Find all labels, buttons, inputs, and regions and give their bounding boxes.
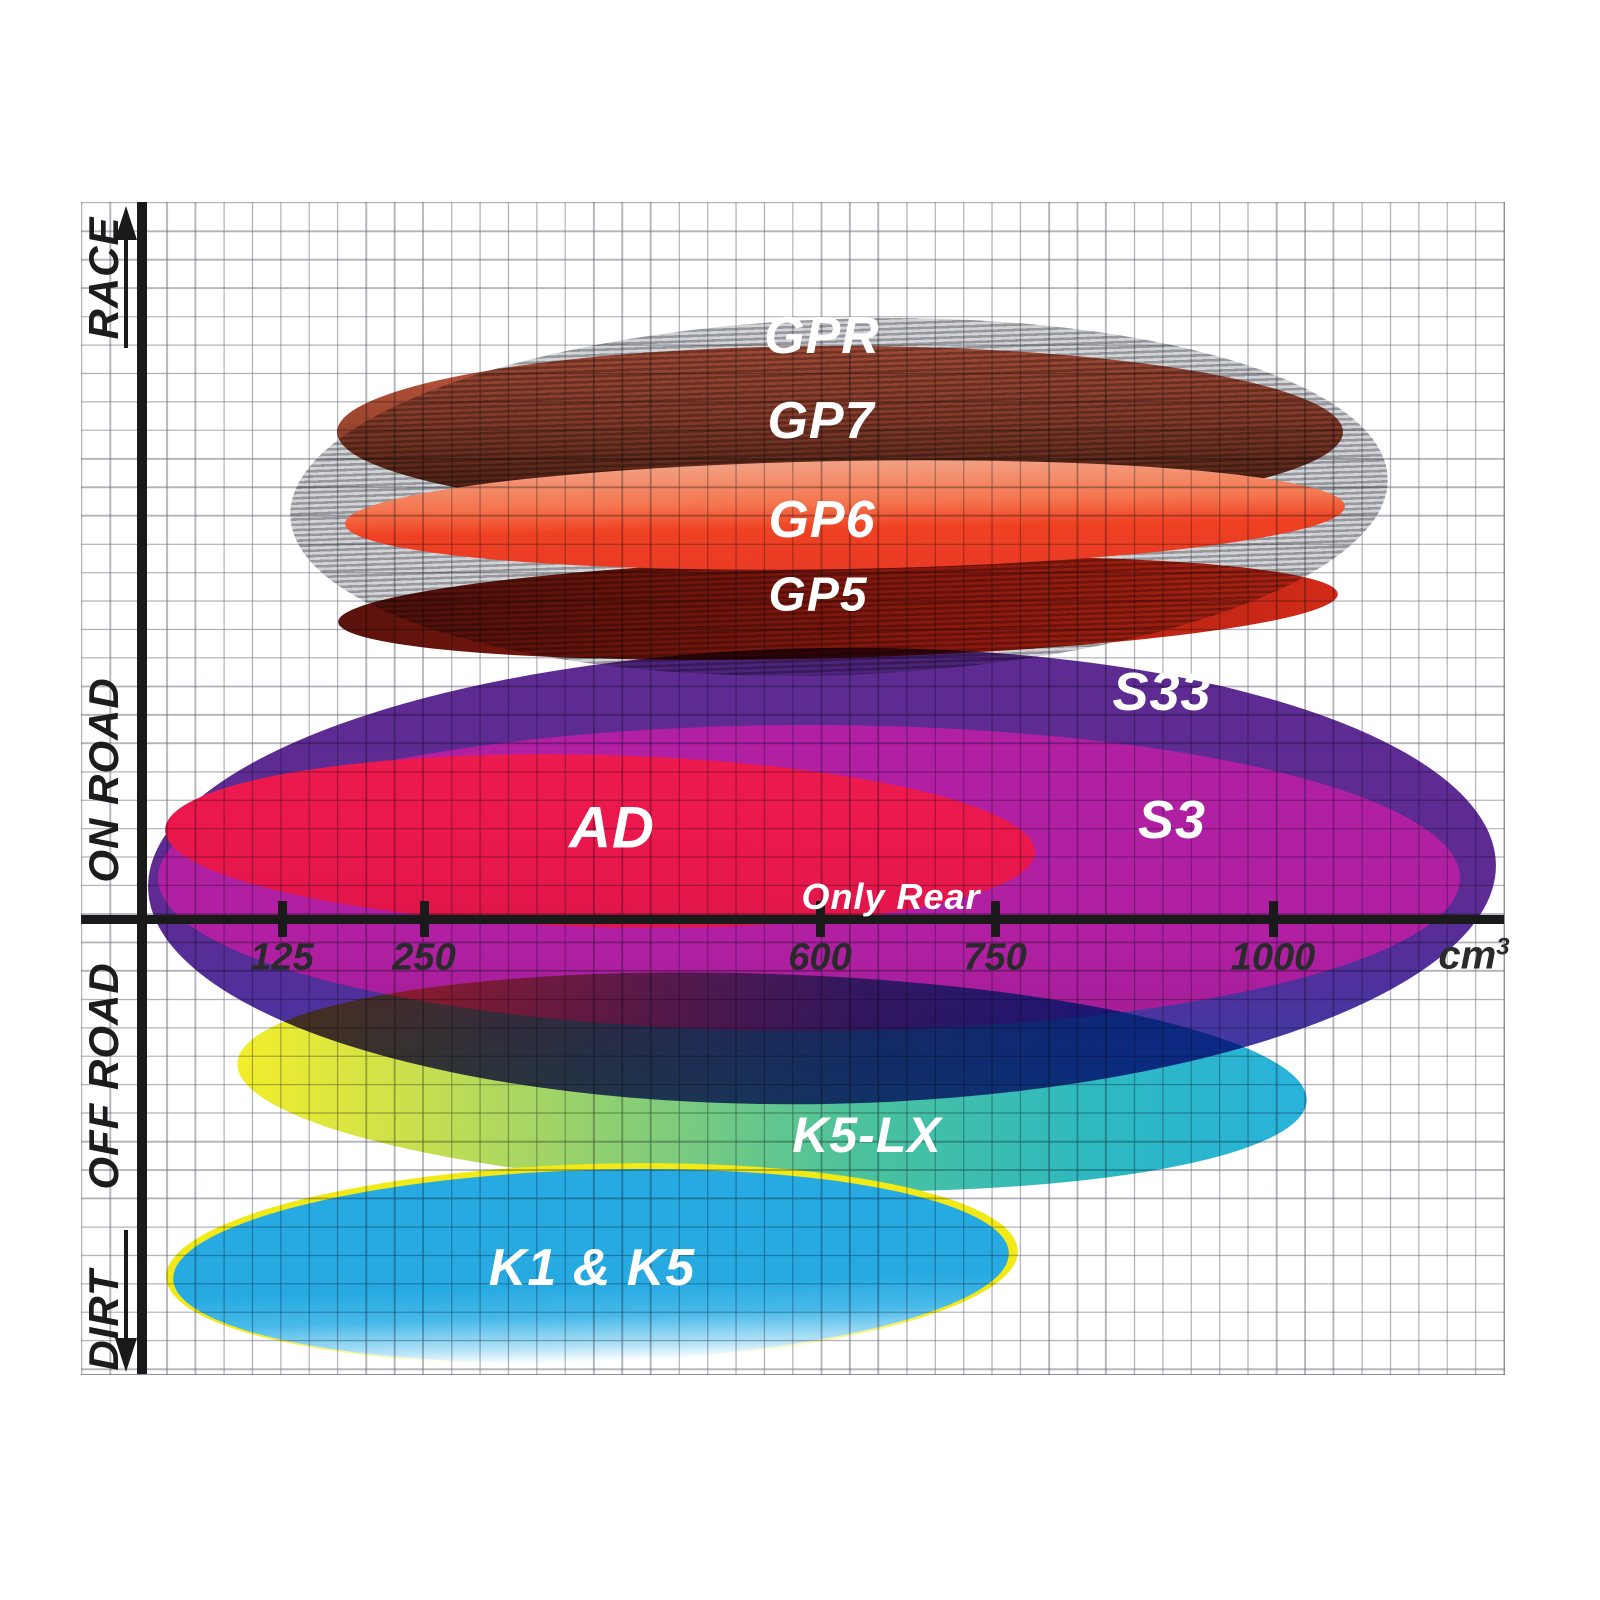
x-axis-unit-label: cm3 (1438, 933, 1509, 978)
x-tick-label-250: 250 (392, 936, 456, 979)
race-arrow-line (124, 238, 128, 348)
x-tick-1000 (1269, 901, 1278, 937)
x-tick-750 (991, 901, 1000, 937)
dirt-arrow-down-icon (115, 1338, 137, 1372)
x-tick-250 (420, 901, 429, 937)
x-tick-label-1000: 1000 (1230, 936, 1316, 979)
x-tick-label-750: 750 (963, 936, 1027, 979)
ad-label: AD (569, 795, 655, 861)
unit-cm-text: cm (1438, 933, 1497, 978)
gp5-label: GP5 (768, 568, 868, 622)
x-tick-label-125: 125 (250, 936, 314, 979)
s33-label: S33 (1112, 662, 1212, 722)
x-tick-600 (816, 901, 825, 937)
x-axis-line (81, 915, 1504, 924)
x-tick-125 (278, 901, 287, 937)
x-tick-label-600: 600 (788, 936, 852, 979)
gpr-label: GPR (764, 307, 880, 365)
gp6-label: GP6 (768, 491, 876, 549)
only-rear-label: Only Rear (801, 876, 981, 917)
k5lx-label: K5-LX (792, 1107, 942, 1163)
y-axis-line (137, 202, 147, 1374)
s3-label: S3 (1137, 790, 1207, 850)
dirt-arrow-line (124, 1230, 128, 1340)
y-category-off-road: OFF ROAD (80, 962, 127, 1190)
unit-exponent: 3 (1496, 933, 1510, 961)
race-arrow-up-icon (115, 206, 137, 240)
y-category-on-road: ON ROAD (80, 677, 127, 883)
gp7-label: GP7 (767, 392, 875, 450)
k1k5-label: K1 & K5 (488, 1239, 696, 1297)
